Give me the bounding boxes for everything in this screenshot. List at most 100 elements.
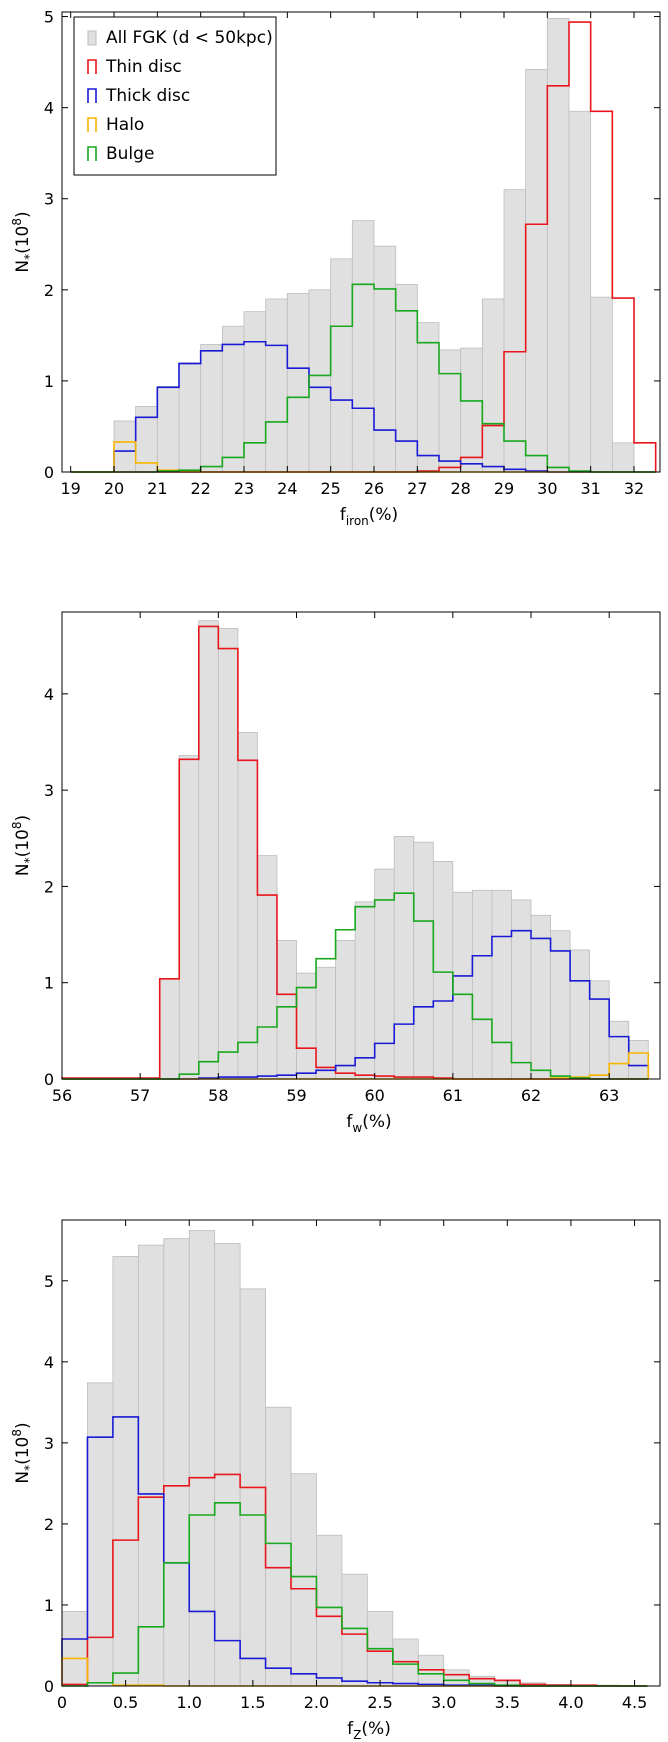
histogram-bar <box>417 1654 445 1687</box>
histogram-bar <box>178 362 202 473</box>
histogram-bar <box>257 855 278 1080</box>
x-tick-label: 1.0 <box>177 1693 202 1712</box>
x-tick-label: 0.5 <box>113 1693 138 1712</box>
histogram-bar <box>432 860 454 1080</box>
x-axis-label: fw(%) <box>346 1112 391 1135</box>
plot-frame <box>61 11 661 473</box>
x-tick-label: 57 <box>130 1086 150 1105</box>
histogram-bar <box>243 311 267 473</box>
chart-panel-2: 56 57 58 59 60 61 62 63 0 1 2 3 4 fw(%) N*(108) <box>10 611 661 1135</box>
histogram-bar <box>330 258 353 473</box>
histogram-step <box>62 1502 648 1687</box>
histogram-bar <box>550 930 571 1080</box>
histogram-bar <box>392 1638 419 1687</box>
histogram-bar <box>156 385 180 473</box>
histogram-bar <box>611 442 635 473</box>
histogram-bar <box>198 620 219 1080</box>
histogram-bar <box>316 1534 343 1687</box>
y-axis-label: N*(108) <box>10 815 36 876</box>
x-tick-label: 62 <box>521 1086 541 1105</box>
y-axis-label: N*(108) <box>10 1422 36 1483</box>
histogram-bar <box>188 1230 216 1687</box>
x-tick-label: 56 <box>52 1086 72 1105</box>
histogram-bar <box>481 298 505 473</box>
x-tick-label: 2.5 <box>367 1693 392 1712</box>
x-tick-label: 23 <box>234 479 254 498</box>
series-all-fgk <box>113 17 635 473</box>
histogram-bar <box>214 1243 241 1687</box>
histogram-bar <box>113 420 137 473</box>
legend-swatch <box>87 117 97 132</box>
x-tick-label: 25 <box>320 479 340 498</box>
y-tick-label: 1 <box>44 1596 54 1615</box>
x-tick-label: 60 <box>365 1086 385 1105</box>
histogram-bar <box>351 220 375 473</box>
x-tick-label: 21 <box>147 479 167 498</box>
y-tick-label: 2 <box>44 877 54 896</box>
y-tick-label: 3 <box>44 190 54 209</box>
x-tick-label: 31 <box>580 479 600 498</box>
y-tick-label: 4 <box>44 685 54 704</box>
legend-box <box>73 16 277 176</box>
histogram-bar <box>163 1238 190 1687</box>
histogram-bar <box>159 978 180 1080</box>
x-tick-label: 3.5 <box>495 1693 520 1712</box>
x-tick-label: 61 <box>443 1086 463 1105</box>
histogram-bar <box>308 289 332 473</box>
chart-panel-1: 19 20 21 22 23 24 25 26 27 28 29 30 31 32012345firon(… <box>10 8 661 528</box>
x-tick-label: 4.5 <box>622 1693 647 1712</box>
histogram-bar <box>452 891 473 1080</box>
histogram-bar <box>471 889 493 1080</box>
histogram-bar <box>221 325 245 473</box>
series-all-fgk <box>61 1230 623 1687</box>
histogram-bar <box>491 889 512 1080</box>
histogram-bar <box>315 966 336 1080</box>
histogram-step <box>62 892 649 1080</box>
y-tick-label: 4 <box>44 99 54 118</box>
histogram-bar <box>590 296 613 473</box>
legend: All FGK (d < 50kpc) Thin disc Thick disc Ha… <box>73 16 277 176</box>
x-tick-label: 30 <box>537 479 557 498</box>
x-tick-label: 1.5 <box>240 1693 265 1712</box>
y-tick-label: 0 <box>44 463 54 482</box>
x-axis-label: fZ(%) <box>347 1719 391 1742</box>
series-thick-disc <box>70 340 656 473</box>
legend-label: Thick disc <box>105 86 190 106</box>
x-tick-label: 2.0 <box>304 1693 329 1712</box>
x-tick-label: 0 <box>57 1693 67 1712</box>
y-tick-label: 3 <box>44 781 54 800</box>
y-tick-label: 5 <box>44 8 54 27</box>
series-thick-disc <box>62 929 650 1080</box>
histogram-bar <box>416 322 440 473</box>
x-tick-label: 32 <box>624 479 644 498</box>
histogram-bar <box>137 1244 165 1687</box>
histogram-bar <box>354 901 376 1080</box>
histogram-bar <box>178 755 200 1080</box>
histogram-bar <box>568 110 592 473</box>
histogram-step <box>62 929 650 1080</box>
histogram-bar <box>276 939 297 1080</box>
x-tick-label: 27 <box>407 479 427 498</box>
histogram-bar <box>296 972 317 1080</box>
histogram-bar <box>341 1573 368 1687</box>
x-tick-label: 59 <box>286 1086 306 1105</box>
histogram-bar <box>200 344 223 473</box>
histogram-bar <box>373 245 397 473</box>
legend-swatch <box>87 88 97 103</box>
legend-label: All FGK (d < 50kpc) <box>106 28 273 48</box>
histogram-bar <box>530 914 551 1080</box>
y-axis-label: N*(108) <box>10 211 36 272</box>
legend-swatch <box>87 30 97 46</box>
x-axis-label: firon(%) <box>340 505 398 528</box>
x-tick-label: 28 <box>450 479 470 498</box>
chart-panel-3: 0 0.5 1.0 1.5 2.0 2.5 3.0 3.5 4.0 4.5 0 1 2 3 4 5 fZ(%) N… <box>10 1219 661 1742</box>
x-tick-label: 4.0 <box>558 1693 583 1712</box>
histogram-bar <box>438 349 462 473</box>
histogram-bar <box>443 1669 470 1687</box>
histogram-bar <box>525 68 548 473</box>
histogram-bar <box>589 980 610 1080</box>
y-tick-label: 1 <box>44 372 54 391</box>
y-tick-label: 1 <box>44 974 54 993</box>
histogram-bar <box>265 298 288 473</box>
